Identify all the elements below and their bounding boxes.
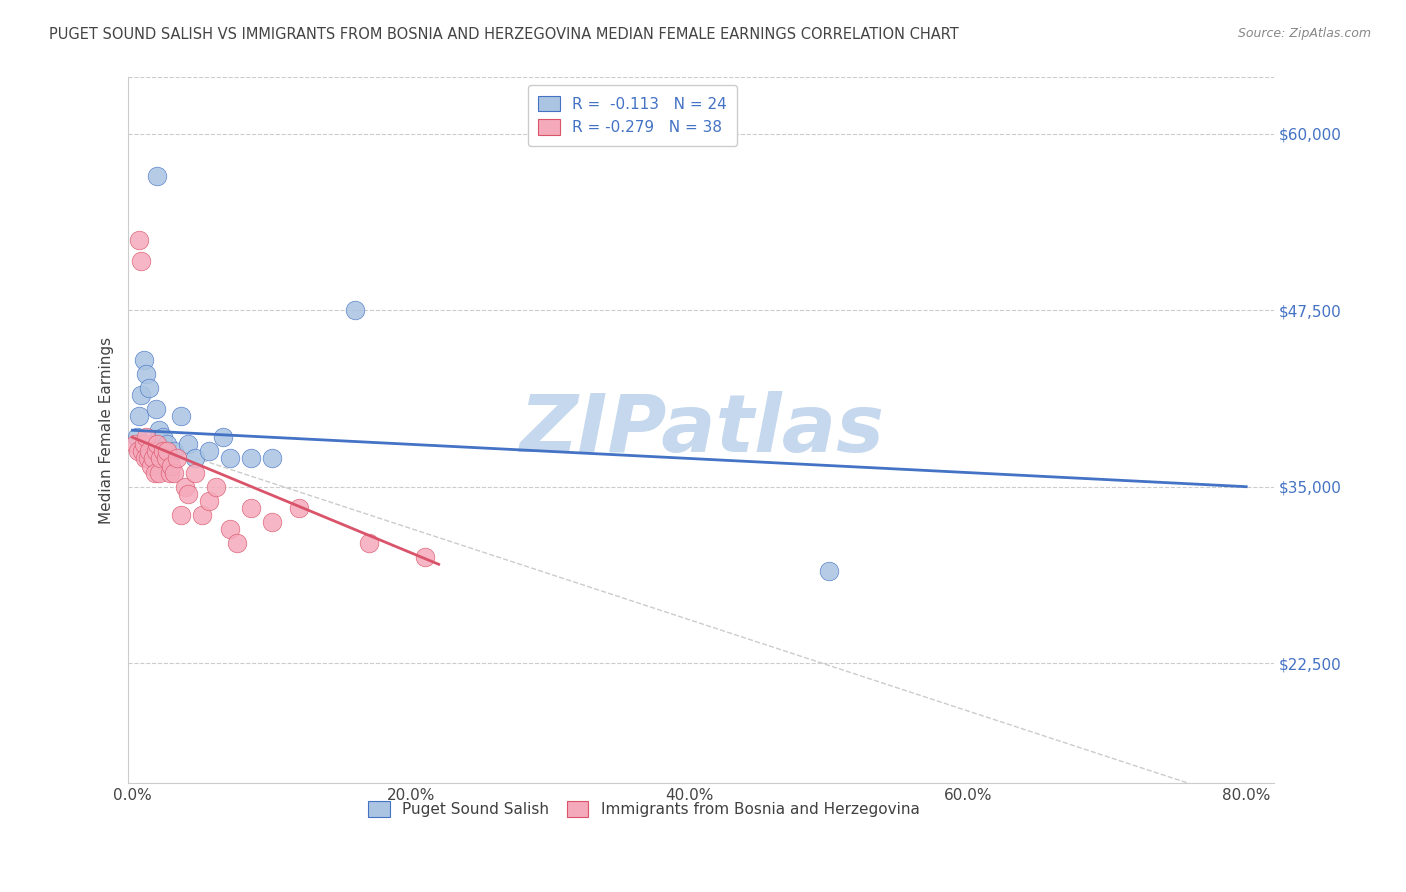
Point [135,430,157,444]
Point [170,508,193,522]
Point [138,381,160,395]
Point [225,536,247,550]
Point [128,233,150,247]
Y-axis label: Median Female Earnings: Median Female Earnings [100,336,114,524]
Point [143,466,166,480]
Point [134,451,156,466]
Point [152,430,174,444]
Point [149,451,172,466]
Point [198,444,221,458]
Text: Source: ZipAtlas.com: Source: ZipAtlas.com [1237,27,1371,40]
Point [152,458,174,473]
Point [239,451,262,466]
Point [129,253,152,268]
Point [163,466,186,480]
Point [344,303,367,318]
Point [146,437,169,451]
Point [148,423,170,437]
Point [146,169,169,184]
Point [152,444,174,458]
Point [124,437,146,451]
Point [136,451,159,466]
Point [132,352,155,367]
Point [184,451,207,466]
Point [138,444,160,458]
Point [184,466,207,480]
Point [160,458,183,473]
Point [219,451,242,466]
Point [156,437,179,451]
Point [260,451,283,466]
Point [239,500,262,515]
Point [148,466,170,480]
Point [817,565,839,579]
Text: PUGET SOUND SALISH VS IMMIGRANTS FROM BOSNIA AND HERZEGOVINA MEDIAN FEMALE EARNI: PUGET SOUND SALISH VS IMMIGRANTS FROM BO… [49,27,959,42]
Point [413,550,436,565]
Point [128,409,150,424]
Text: ZIPatlas: ZIPatlas [519,392,883,469]
Point [131,444,153,458]
Point [166,451,188,466]
Point [198,493,221,508]
Point [125,430,148,444]
Point [129,388,152,402]
Point [260,515,283,529]
Point [177,487,200,501]
Point [155,451,177,466]
Point [174,480,197,494]
Point [142,437,165,451]
Point [145,402,167,417]
Point [288,500,311,515]
Point [212,430,235,444]
Point [142,451,165,466]
Point [156,444,179,458]
Point [159,466,181,480]
Point [132,437,155,451]
Point [139,458,162,473]
Point [170,409,193,424]
Point [177,437,200,451]
Point [135,367,157,381]
Point [205,480,228,494]
Point [359,536,381,550]
Point [191,508,214,522]
Point [145,444,167,458]
Point [219,522,242,536]
Point [163,444,186,458]
Point [127,444,149,458]
Legend: Puget Sound Salish, Immigrants from Bosnia and Herzegovina: Puget Sound Salish, Immigrants from Bosn… [360,794,927,825]
